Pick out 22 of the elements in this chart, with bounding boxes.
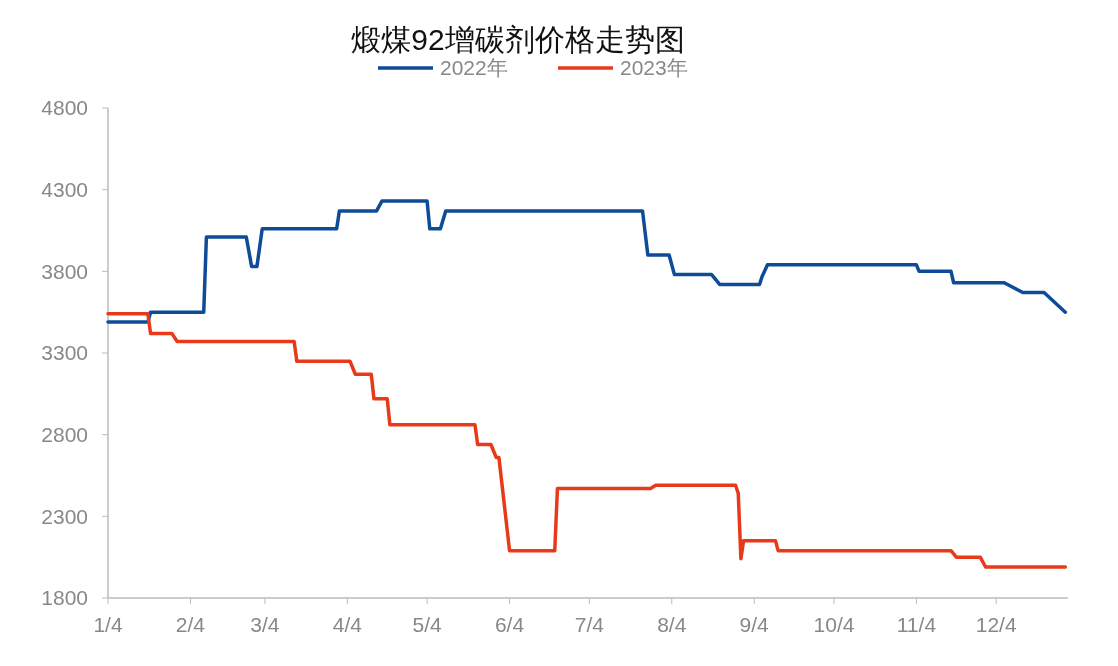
y-tick-label: 4800 <box>41 96 88 120</box>
legend-label: 2023年 <box>620 56 688 80</box>
y-tick-label: 2800 <box>41 423 88 447</box>
x-tick-label: 3/4 <box>250 613 280 636</box>
x-tick-label: 1/4 <box>93 613 123 636</box>
legend-label: 2022年 <box>440 56 508 80</box>
x-tick-label: 9/4 <box>739 613 770 636</box>
x-tick-label: 12/4 <box>975 613 1017 636</box>
x-tick-label: 2/4 <box>175 613 206 636</box>
y-tick-label: 2300 <box>41 504 88 528</box>
y-tick-label: 3800 <box>41 259 88 283</box>
y-tick-label: 4300 <box>41 178 88 202</box>
x-tick-label: 11/4 <box>896 613 937 636</box>
y-tick-label: 1800 <box>41 586 88 610</box>
x-tick-label: 7/4 <box>574 613 605 636</box>
x-tick-label: 6/4 <box>494 613 525 636</box>
chart-title: 煅煤92增碳剂价格走势图 <box>351 23 685 56</box>
x-tick-label: 8/4 <box>657 613 687 636</box>
y-tick-label: 3300 <box>41 341 88 365</box>
x-tick-label: 5/4 <box>412 613 443 636</box>
x-tick-label: 4/4 <box>332 613 363 636</box>
x-tick-label: 10/4 <box>813 613 855 636</box>
